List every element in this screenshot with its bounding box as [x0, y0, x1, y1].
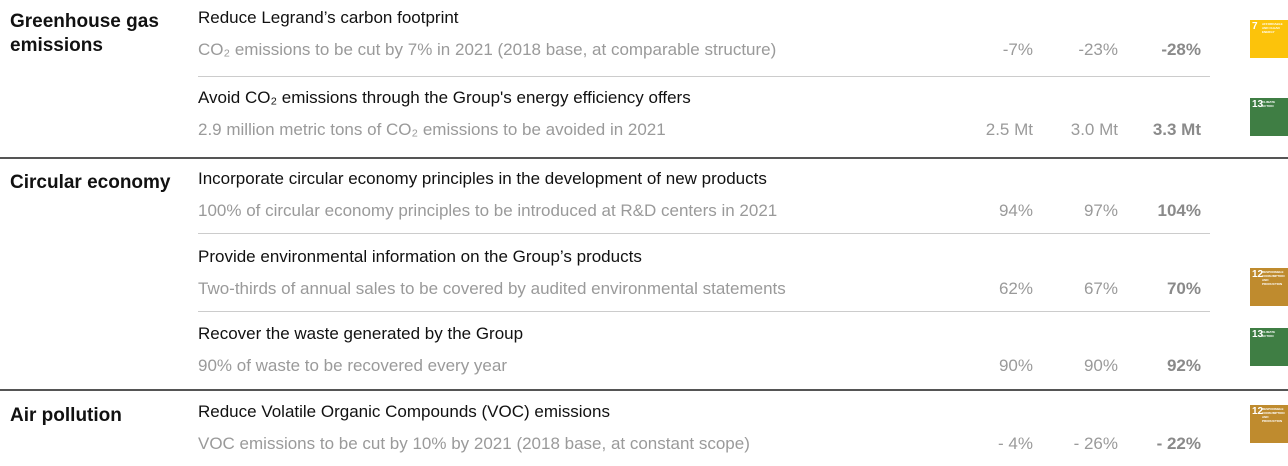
- category: Circular economy: [10, 172, 171, 193]
- row-title: Reduce Legrand’s carbon footprint: [198, 8, 459, 27]
- sdg-icon: 12 RESPONSIBLE CONSUMPTION AND PRODUCTION: [1250, 405, 1288, 443]
- row-description: 90% of waste to be recovered every year: [198, 356, 507, 375]
- row-value: 92%: [1166, 356, 1201, 375]
- row-value: -28%: [1161, 40, 1201, 59]
- sdg-icon: 13 CLIMATE ACTION: [1250, 328, 1288, 366]
- sdg-number: 13: [1252, 99, 1264, 110]
- row-description: 2.9 million metric tons of CO₂ emissions…: [198, 120, 666, 139]
- row-divider: [198, 76, 1210, 77]
- row-value: 3.3 Mt: [1152, 120, 1201, 139]
- row-value: 104%: [1157, 201, 1201, 220]
- category: Air pollution: [10, 405, 122, 426]
- section-divider: [0, 157, 1288, 159]
- row-divider: [198, 311, 1210, 312]
- row-description: Two-thirds of annual sales to be covered…: [198, 279, 786, 298]
- row-description: 100% of circular economy principles to b…: [198, 201, 778, 220]
- row-value: 97%: [1083, 201, 1118, 220]
- row-value: 90%: [1083, 356, 1118, 375]
- sdg-label: RESPONSIBLE CONSUMPTION AND PRODUCTION: [1262, 270, 1285, 286]
- row-value: 90%: [998, 356, 1033, 375]
- sdg-icon: 7 AFFORDABLE AND CLEAN ENERGY: [1250, 20, 1288, 58]
- row-value: - 22%: [1156, 434, 1201, 453]
- sdg-number: 13: [1252, 329, 1264, 340]
- row-value: 62%: [998, 279, 1033, 298]
- row-divider: [198, 233, 1210, 234]
- sdg-number: 12: [1252, 269, 1264, 280]
- row-description: CO₂ emissions to be cut by 7% in 2021 (2…: [198, 40, 777, 59]
- sdg-number: 12: [1252, 406, 1264, 417]
- sdg-label: RESPONSIBLE CONSUMPTION AND PRODUCTION: [1262, 407, 1285, 423]
- row-value: -23%: [1078, 40, 1118, 59]
- row-value: 94%: [998, 201, 1033, 220]
- sdg-label: AFFORDABLE AND CLEAN ENERGY: [1262, 22, 1283, 34]
- row-title: Reduce Volatile Organic Compounds (VOC) …: [198, 402, 610, 421]
- row-value: 70%: [1166, 279, 1201, 298]
- row-value: -7%: [1002, 40, 1033, 59]
- category: Greenhouse gas emissions: [10, 11, 159, 56]
- sdg-icon: 13 CLIMATE ACTION: [1250, 98, 1288, 136]
- row-value: 2.5 Mt: [985, 120, 1033, 139]
- row-value: 67%: [1083, 279, 1118, 298]
- row-title: Incorporate circular economy principles …: [198, 169, 767, 188]
- sdg-label: CLIMATE ACTION: [1262, 330, 1276, 338]
- row-title: Avoid CO₂ emissions through the Group's …: [198, 88, 691, 107]
- row-description: VOC emissions to be cut by 10% by 2021 (…: [198, 434, 750, 453]
- row-value: 3.0 Mt: [1070, 120, 1118, 139]
- row-title: Provide environmental information on the…: [198, 247, 642, 266]
- row-value: - 4%: [998, 434, 1033, 453]
- row-title: Recover the waste generated by the Group: [198, 324, 524, 343]
- sdg-icon: 12 RESPONSIBLE CONSUMPTION AND PRODUCTION: [1250, 268, 1288, 306]
- row-value: - 26%: [1073, 434, 1118, 453]
- section-divider: [0, 389, 1288, 391]
- sdg-label: CLIMATE ACTION: [1262, 100, 1276, 108]
- sdg-number: 7: [1252, 21, 1258, 32]
